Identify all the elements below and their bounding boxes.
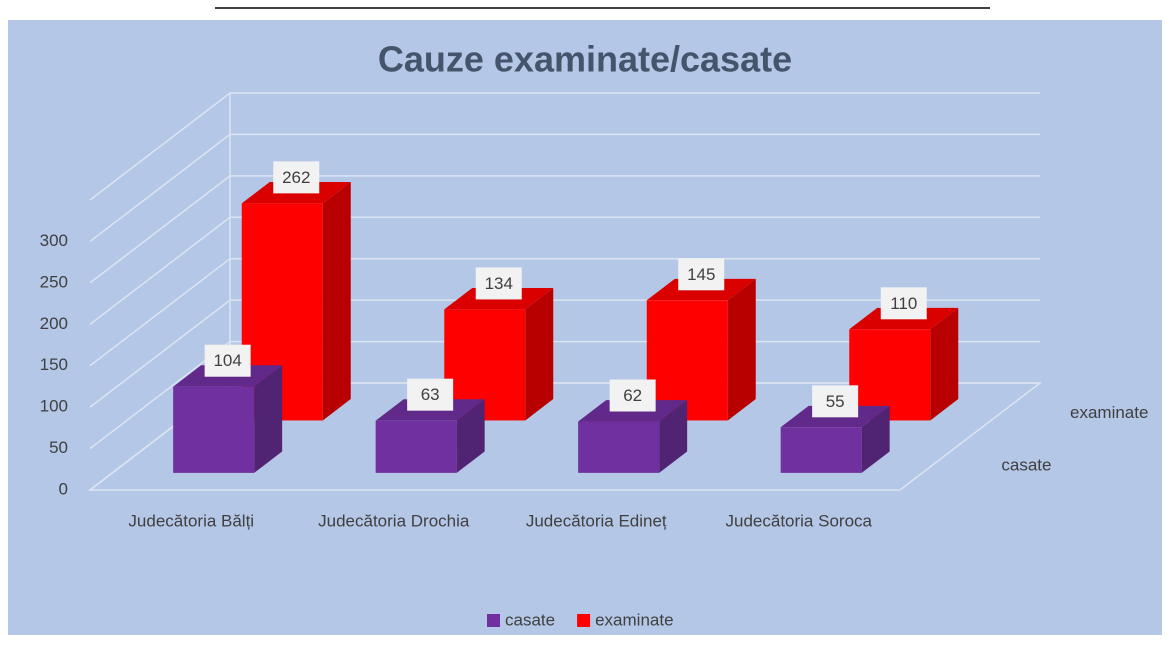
value-label-box <box>678 258 725 291</box>
bar-side <box>254 365 283 473</box>
legend-label: examinate <box>595 610 673 629</box>
value-label-box <box>204 344 251 377</box>
value-label: 145 <box>687 265 715 284</box>
value-label-box <box>609 379 656 412</box>
y-tick-label: 100 <box>40 397 68 416</box>
grid-line <box>89 216 1040 325</box>
value-label-box <box>407 378 454 411</box>
bar-side <box>930 307 959 421</box>
value-label-box <box>880 287 927 320</box>
grid-line <box>89 299 1040 408</box>
value-label: 55 <box>826 392 845 411</box>
legend-label: casate <box>505 610 555 629</box>
value-label-box <box>273 161 320 194</box>
y-tick-label: 300 <box>40 231 68 250</box>
bar-side <box>322 181 351 421</box>
grid-line <box>89 340 1040 450</box>
y-tick-label: 250 <box>40 272 68 291</box>
y-tick-label: 50 <box>49 438 68 457</box>
x-tick-label: Judecătoria Edineț <box>526 511 667 530</box>
bar <box>849 329 931 421</box>
value-label: 262 <box>282 168 310 187</box>
x-tick-label: Judecătoria Drochia <box>318 511 470 530</box>
value-label: 110 <box>890 294 917 313</box>
y-tick-label: 0 <box>59 479 68 498</box>
grid-line <box>89 133 1040 243</box>
bar <box>173 386 255 473</box>
bar-side <box>861 405 890 473</box>
y-tick-label: 150 <box>40 355 68 374</box>
bar-side <box>525 288 554 421</box>
x-tick-label: Judecătoria Bălți <box>128 511 254 530</box>
value-label-box <box>812 385 859 418</box>
bar-side <box>456 399 485 473</box>
bar-side <box>659 400 688 473</box>
grid-line <box>89 257 1040 367</box>
chart-title: Cauze examinate/casate <box>378 39 792 80</box>
bar <box>578 421 660 473</box>
depth-label: casate <box>1001 456 1051 475</box>
legend-swatch <box>487 614 500 627</box>
value-label: 62 <box>623 386 642 405</box>
chart-area <box>8 20 1162 635</box>
value-label: 104 <box>213 351 241 370</box>
legend-swatch <box>577 614 591 627</box>
grid-line <box>89 175 1040 284</box>
x-tick-label: Judecătoria Soroca <box>726 511 873 530</box>
depth-label: examinate <box>1070 403 1148 422</box>
value-label: 134 <box>485 274 513 293</box>
value-label-box <box>475 267 522 300</box>
bar <box>375 420 457 473</box>
y-tick-label: 200 <box>40 314 68 333</box>
bar-side <box>727 278 756 421</box>
bar <box>780 427 862 473</box>
value-label: 63 <box>421 385 440 404</box>
